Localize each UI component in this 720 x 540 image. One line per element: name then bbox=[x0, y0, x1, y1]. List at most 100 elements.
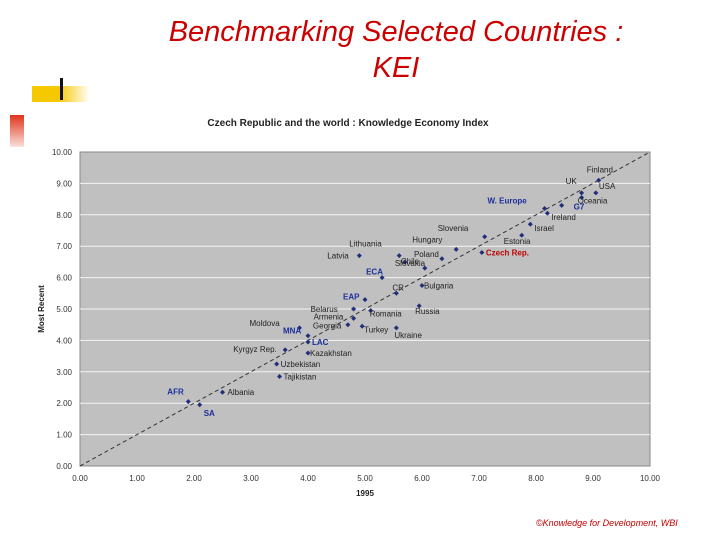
point-label-armenia: Armenia bbox=[314, 312, 344, 321]
y-tick-label: 6.00 bbox=[56, 274, 72, 283]
x-axis-label: 1995 bbox=[356, 489, 374, 498]
point-label-uk: UK bbox=[566, 177, 578, 186]
point-georgia bbox=[345, 322, 351, 328]
footer-credit: ©Knowledge for Development, WBI bbox=[536, 518, 678, 528]
x-tick-label: 5.00 bbox=[357, 474, 373, 483]
decor-black-bar bbox=[60, 78, 63, 100]
point-chile bbox=[402, 259, 408, 265]
point-label-eap: EAP bbox=[343, 293, 360, 302]
point-label-ireland: Ireland bbox=[551, 213, 575, 222]
point-label-chile: Chile bbox=[401, 257, 420, 266]
point-label-slovenia: Slovenia bbox=[438, 224, 469, 233]
point-label-turkey: Turkey bbox=[364, 325, 388, 334]
gridlines bbox=[80, 182, 650, 436]
y-tick-label: 3.00 bbox=[56, 368, 72, 377]
point-label-kyrgyz-rep: Kyrgyz Rep. bbox=[233, 345, 277, 354]
x-tick-label: 4.00 bbox=[300, 474, 316, 483]
point-g7 bbox=[559, 202, 565, 208]
point-label-oceania: Oceania bbox=[578, 197, 608, 206]
point-label-uzbekistan: Uzbekistan bbox=[281, 360, 321, 369]
point-eca bbox=[379, 275, 385, 281]
point-slovenia bbox=[482, 234, 488, 240]
point-moldova bbox=[296, 325, 302, 331]
point-w-europe bbox=[542, 206, 548, 212]
point-label-latvia: Latvia bbox=[327, 252, 349, 261]
y-tick-label: 5.00 bbox=[56, 305, 72, 314]
point-label-czech-rep: Czech Rep. bbox=[486, 248, 529, 257]
point-usa bbox=[593, 190, 599, 196]
axis-ticks: 0.00 1.00 2.00 3.00 4.00 5.00 6.00 7.00 8.00 9.00… bbox=[52, 148, 661, 483]
point-label-afr: AFR bbox=[167, 388, 184, 397]
reference-line-y-equals-x bbox=[79, 151, 651, 467]
point-lac bbox=[305, 339, 311, 345]
point-label-tajikistan: Tajikistan bbox=[284, 373, 317, 382]
point-label-poland: Poland bbox=[414, 250, 439, 259]
point-label-cr: CR bbox=[392, 283, 404, 292]
y-tick-label: 7.00 bbox=[56, 242, 72, 251]
point-label-albania: Albania bbox=[228, 388, 255, 397]
y-tick-label: 4.00 bbox=[56, 336, 72, 345]
point-finland bbox=[596, 177, 602, 183]
point-turkey bbox=[359, 323, 365, 329]
x-tick-label: 7.00 bbox=[471, 474, 487, 483]
point-czech-rep bbox=[479, 249, 485, 255]
point-label-belarus: Belarus bbox=[311, 305, 338, 314]
point-lithuania bbox=[396, 253, 402, 259]
point-label-georgia: Georgia bbox=[313, 322, 342, 331]
point-estonia bbox=[519, 232, 525, 238]
point-uk bbox=[579, 190, 585, 196]
point-eap bbox=[362, 297, 368, 303]
y-tick-label: 9.00 bbox=[56, 179, 72, 188]
point-label-usa: USA bbox=[599, 182, 616, 191]
point-latvia bbox=[356, 253, 362, 259]
x-tick-label: 1.00 bbox=[129, 474, 145, 483]
point-label-romania: Romania bbox=[370, 310, 403, 319]
y-tick-label: 1.00 bbox=[56, 431, 72, 440]
point-romania bbox=[368, 308, 374, 314]
point-hungary bbox=[453, 246, 459, 252]
point-label-lithuania: Lithuania bbox=[349, 240, 382, 249]
point-label-lac: LAC bbox=[312, 338, 329, 347]
point-label-ukraine: Ukraine bbox=[394, 331, 422, 340]
x-tick-label: 3.00 bbox=[243, 474, 259, 483]
point-label-bulgaria: Bulgaria bbox=[424, 281, 454, 290]
y-tick-label: 8.00 bbox=[56, 211, 72, 220]
x-tick-label: 10.00 bbox=[640, 474, 661, 483]
point-label-g7: G7 bbox=[574, 202, 585, 211]
y-tick-label: 2.00 bbox=[56, 399, 72, 408]
point-label-mna: MNA bbox=[283, 327, 301, 336]
point-label-kazakhstan: Kazakhstan bbox=[310, 349, 352, 358]
point-cr bbox=[393, 290, 399, 296]
x-tick-label: 9.00 bbox=[585, 474, 601, 483]
point-label-w-europe: W. Europe bbox=[488, 197, 528, 206]
y-tick-label: 10.00 bbox=[52, 148, 73, 157]
point-label-russia: Russia bbox=[415, 307, 440, 316]
point-label-hungary: Hungary bbox=[412, 235, 442, 244]
point-israel bbox=[527, 221, 533, 227]
point-kazakhstan bbox=[305, 350, 311, 356]
point-albania bbox=[220, 389, 225, 395]
point-tajikistan bbox=[277, 374, 282, 380]
point-ukraine bbox=[393, 325, 399, 331]
decor-red-bar bbox=[10, 115, 24, 147]
point-ireland bbox=[544, 210, 550, 216]
point-russia bbox=[416, 303, 422, 309]
point-slovakia bbox=[422, 265, 428, 271]
point-label-slovakia: Slovakia bbox=[395, 259, 426, 268]
point-armenia bbox=[351, 315, 357, 321]
point-belarus bbox=[351, 306, 357, 312]
point-mna bbox=[305, 333, 311, 339]
point-poland bbox=[439, 256, 445, 262]
point-bulgaria bbox=[419, 282, 425, 288]
point-label-eca: ECA bbox=[366, 268, 383, 277]
point-oceania bbox=[579, 195, 585, 201]
point-sa bbox=[197, 402, 203, 408]
point-kyrgyz-rep bbox=[282, 347, 288, 353]
point-uzbekistan bbox=[274, 361, 280, 367]
y-tick-label: 0.00 bbox=[56, 462, 72, 471]
y-axis-label: Most Recent bbox=[37, 285, 46, 333]
x-tick-label: 0.00 bbox=[72, 474, 88, 483]
x-tick-label: 8.00 bbox=[528, 474, 544, 483]
